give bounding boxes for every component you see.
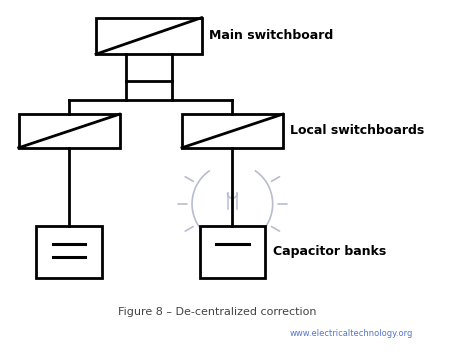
Bar <box>182 114 282 148</box>
Bar <box>199 226 264 278</box>
Bar <box>96 18 201 54</box>
Text: Capacitor banks: Capacitor banks <box>272 245 385 258</box>
Text: Main switchboard: Main switchboard <box>209 30 333 42</box>
Bar <box>18 114 119 148</box>
Text: www.electricaltechnology.org: www.electricaltechnology.org <box>289 329 412 338</box>
Bar <box>37 226 101 278</box>
Text: Figure 8 – De-centralized correction: Figure 8 – De-centralized correction <box>118 308 316 318</box>
Text: Local switchboards: Local switchboards <box>290 125 424 137</box>
